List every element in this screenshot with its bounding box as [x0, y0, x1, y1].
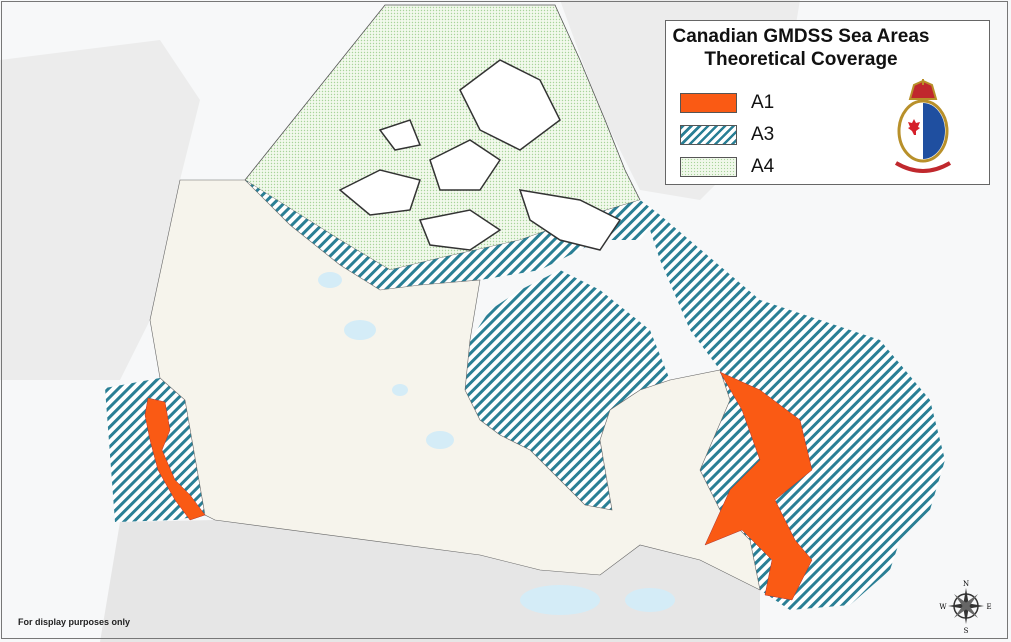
legend: Canadian GMDSS Sea Areas Theoretical Cov… — [665, 20, 990, 185]
disclaimer-text: For display purposes only — [18, 617, 131, 627]
a1-area-atlantic — [704, 371, 813, 601]
arctic-islands — [338, 59, 622, 251]
compass-e: E — [986, 603, 991, 611]
legend-item-a4: A4 — [680, 155, 774, 179]
legend-label: A3 — [751, 124, 775, 145]
legend-swatch-a4 — [680, 157, 737, 177]
legend-title: Canadian GMDSS Sea Areas Theoretical Cov… — [666, 25, 936, 71]
legend-swatch-a1 — [680, 93, 737, 113]
alaska-land — [0, 40, 200, 380]
canada-land — [149, 179, 761, 591]
a3-area-arctic — [245, 180, 660, 290]
a3-area-atlantic — [640, 200, 945, 610]
legend-item-a1: A1 — [680, 91, 774, 115]
compass-w: W — [939, 603, 947, 611]
legend-title-line2: Theoretical Coverage — [704, 49, 898, 70]
legend-label: A1 — [751, 92, 775, 113]
lakes — [318, 272, 675, 615]
a1-area-pacific — [144, 397, 206, 521]
compass-s: S — [964, 627, 969, 634]
legend-swatch-a3 — [680, 125, 737, 145]
legend-label: A4 — [751, 156, 775, 177]
compass-rose-icon: N S E W — [939, 580, 991, 634]
a3-area-hudson-bay — [465, 270, 670, 510]
coast-guard-crest-logo — [894, 79, 952, 173]
compass-n: N — [963, 580, 969, 588]
legend-title-line1: Canadian GMDSS Sea Areas — [672, 26, 930, 47]
legend-item-a3: A3 — [680, 123, 774, 147]
usa-land — [100, 520, 760, 642]
